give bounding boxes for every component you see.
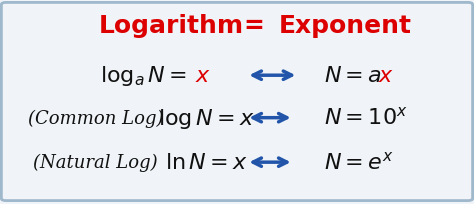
Text: $\log_a N = $: $\log_a N = $ xyxy=(100,64,188,88)
FancyBboxPatch shape xyxy=(1,3,473,201)
Text: $N = 10^x$: $N = 10^x$ xyxy=(324,107,408,129)
Text: Logarithm: Logarithm xyxy=(99,14,244,38)
Text: (Common Log): (Common Log) xyxy=(28,109,164,127)
Text: =: = xyxy=(243,14,264,38)
Text: (Natural Log): (Natural Log) xyxy=(33,153,158,171)
Text: $x$: $x$ xyxy=(378,65,394,87)
Text: $x$: $x$ xyxy=(195,65,210,87)
Text: $\log N = x$: $\log N = x$ xyxy=(158,106,255,130)
Text: Exponent: Exponent xyxy=(279,14,412,38)
Text: $N = e^x$: $N = e^x$ xyxy=(324,151,394,173)
Text: $\ln N = x$: $\ln N = x$ xyxy=(165,151,248,173)
Text: $N = a^{\ }$: $N = a^{\ }$ xyxy=(324,65,383,87)
